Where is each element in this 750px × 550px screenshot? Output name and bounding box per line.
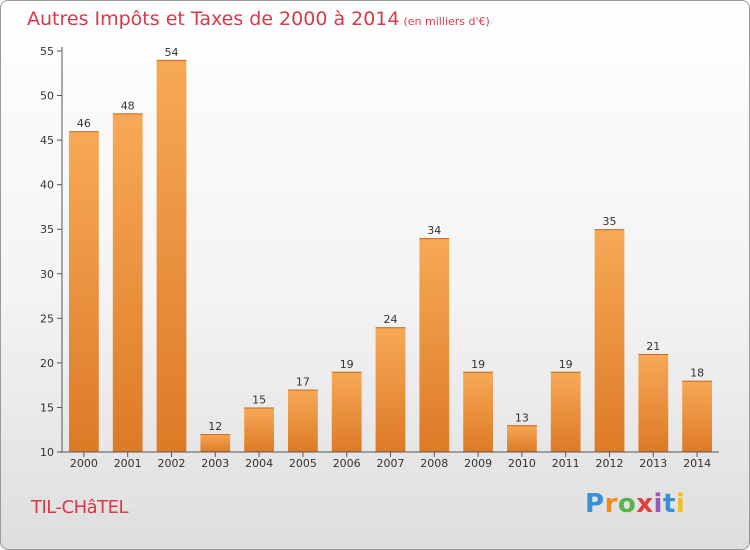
logo-letter: r bbox=[604, 489, 618, 519]
bar-value-label: 46 bbox=[77, 117, 91, 130]
bar-value-label: 48 bbox=[121, 99, 135, 112]
x-tick-label: 2007 bbox=[377, 457, 405, 470]
x-tick-label: 2009 bbox=[464, 457, 492, 470]
bar-2002 bbox=[156, 59, 187, 453]
x-tick-label: 2010 bbox=[508, 457, 536, 470]
bar-2003 bbox=[200, 434, 231, 452]
bar-2013 bbox=[638, 353, 669, 452]
bar-2006 bbox=[331, 371, 362, 452]
logo-letter: t bbox=[662, 489, 676, 519]
bar-value-label: 19 bbox=[559, 358, 573, 371]
bar-value-label: 13 bbox=[515, 411, 529, 424]
bar-value-label: 19 bbox=[340, 358, 354, 371]
y-tick-label: 20 bbox=[40, 357, 54, 370]
x-tick-label: 2012 bbox=[596, 457, 624, 470]
bar-value-label: 54 bbox=[165, 46, 179, 59]
location-label: TIL-CHâTEL bbox=[31, 497, 129, 518]
chart-unit-note: (en milliers d'€) bbox=[403, 15, 490, 28]
x-tick-label: 2014 bbox=[683, 457, 711, 470]
y-tick-label: 15 bbox=[40, 401, 54, 414]
bar-value-label: 34 bbox=[427, 224, 441, 237]
logo-letter: i bbox=[675, 489, 686, 519]
x-tick-label: 2005 bbox=[289, 457, 317, 470]
bar-2012 bbox=[594, 229, 625, 452]
y-tick-label: 10 bbox=[40, 446, 54, 459]
y-tick-label: 50 bbox=[40, 90, 54, 103]
bar-2000 bbox=[69, 131, 99, 452]
chart-title-block: Autres Impôts et Taxes de 2000 à 2014 (en… bbox=[27, 8, 490, 30]
y-tick-label: 25 bbox=[40, 312, 54, 325]
bar-2008 bbox=[419, 238, 450, 452]
bar-2001 bbox=[112, 113, 143, 452]
logo-letter: x bbox=[636, 489, 654, 519]
proxiti-logo[interactable]: Proxiti bbox=[585, 489, 685, 519]
bar-2011 bbox=[550, 371, 581, 452]
y-axis: 10 15 20 25 30 35 40 45 50 55 bbox=[40, 45, 63, 459]
x-tick-label: 2006 bbox=[333, 457, 361, 470]
bar-value-label: 18 bbox=[690, 367, 704, 380]
x-tick-label: 2002 bbox=[158, 457, 186, 470]
bar-value-label: 12 bbox=[208, 420, 222, 433]
y-tick-label: 30 bbox=[40, 268, 54, 281]
bar-2005 bbox=[288, 389, 318, 452]
bar-value-label: 24 bbox=[384, 313, 398, 326]
bar-2004 bbox=[244, 407, 274, 452]
x-tick-label: 2011 bbox=[552, 457, 580, 470]
x-tick-label: 2000 bbox=[70, 457, 98, 470]
bar-value-label: 21 bbox=[646, 340, 660, 353]
y-tick-label: 55 bbox=[40, 45, 54, 58]
y-tick-label: 40 bbox=[40, 179, 54, 192]
y-tick-label: 45 bbox=[40, 134, 54, 147]
chart-title: Autres Impôts et Taxes de 2000 à 2014 bbox=[27, 8, 400, 30]
bar-value-label: 17 bbox=[296, 376, 310, 389]
x-tick-label: 2003 bbox=[201, 457, 229, 470]
bar-value-label: 15 bbox=[252, 393, 266, 406]
bar-2014 bbox=[682, 380, 712, 452]
logo-letter: o bbox=[617, 489, 637, 519]
bar-value-label: 35 bbox=[603, 215, 617, 228]
x-tick-label: 2008 bbox=[420, 457, 448, 470]
bar-2010 bbox=[507, 425, 537, 452]
x-tick-label: 2013 bbox=[639, 457, 667, 470]
bars: 46 48 54 12 15 17 19 24 34 19 13 19 35 21 18 bbox=[69, 46, 712, 453]
x-tick-label: 2004 bbox=[245, 457, 273, 470]
x-tick-label: 2001 bbox=[114, 457, 142, 470]
logo-letter: i bbox=[653, 489, 663, 519]
bar-2007 bbox=[375, 327, 406, 452]
y-tick-label: 35 bbox=[40, 223, 54, 236]
x-axis: 2000 2001 2002 2003 2004 2005 2006 2007 2008 2009… bbox=[62, 451, 719, 470]
logo-letter: P bbox=[585, 489, 605, 519]
bar-value-label: 19 bbox=[471, 358, 485, 371]
bar-2009 bbox=[463, 371, 493, 452]
